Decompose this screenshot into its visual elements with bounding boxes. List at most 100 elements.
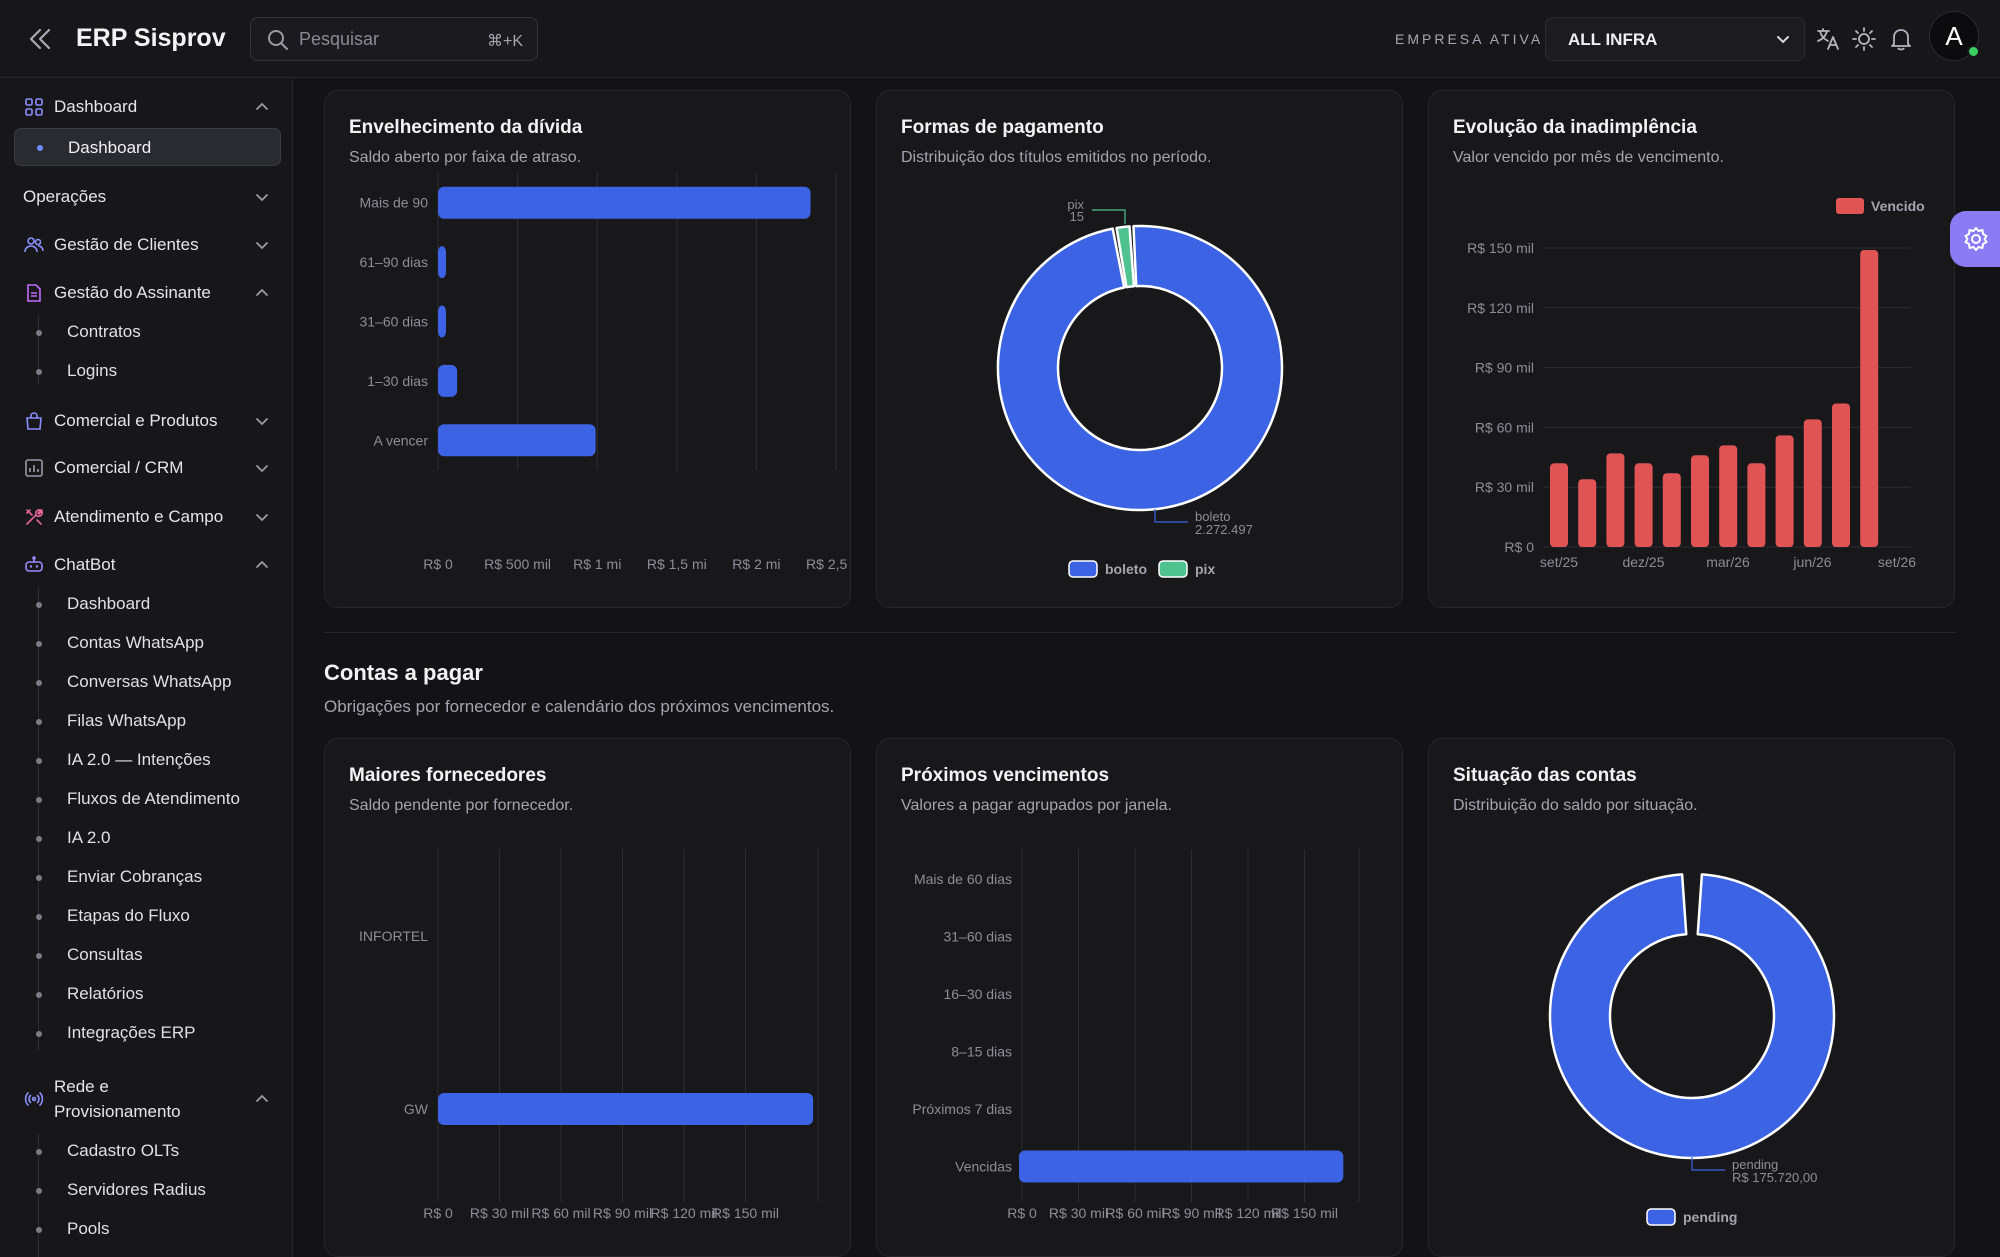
sidebar-group-label: ChatBot	[54, 555, 116, 574]
notification-bell-icon[interactable]	[1888, 26, 1914, 52]
item-bullet	[36, 719, 42, 725]
sidebar-group-atendimento-campo[interactable]: Atendimento e Campo	[14, 497, 280, 537]
card-title: Envelhecimento da dívida	[349, 117, 583, 138]
bar	[1550, 463, 1568, 547]
sidebar-item-pools[interactable]: Pools	[14, 1212, 280, 1246]
item-bullet	[36, 680, 42, 686]
section-divider	[324, 632, 1956, 633]
tools-icon	[24, 507, 44, 527]
sidebar-item-integracoes-erp[interactable]: Integrações ERP	[14, 1016, 280, 1050]
gear-icon	[1964, 227, 1988, 251]
company-select[interactable]: ALL INFRA	[1545, 17, 1805, 61]
legend-label: pix	[1195, 561, 1215, 577]
avatar[interactable]: A	[1929, 11, 1980, 61]
y-category-label: 1–30 dias	[367, 373, 428, 389]
sidebar-item-contratos[interactable]: Contratos	[14, 315, 280, 349]
y-tick-label: R$ 150 mil	[1467, 240, 1534, 256]
sidebar-item-logins[interactable]: Logins	[14, 354, 280, 388]
item-bullet	[36, 875, 42, 881]
sidebar-group-chatbot[interactable]: ChatBot	[14, 545, 280, 585]
bar	[1634, 463, 1653, 547]
item-bullet	[36, 1149, 42, 1155]
y-category-label: Mais de 60 dias	[914, 871, 1012, 887]
sidebar-group-gestao-assinante[interactable]: Gestão do Assinante	[14, 273, 280, 313]
sidebar-item-filas-whatsapp[interactable]: Filas WhatsApp	[14, 704, 280, 738]
chevron-down-icon	[254, 237, 270, 258]
slice-label: boleto	[1195, 509, 1230, 524]
sidebar-item-consultas[interactable]: Consultas	[14, 938, 280, 972]
card-subtitle: Distribuição do saldo por situação.	[1453, 797, 1698, 814]
sidebar-item-relatorios[interactable]: Relatórios	[14, 977, 280, 1011]
sidebar-item-etapas-fluxo[interactable]: Etapas do Fluxo	[14, 899, 280, 933]
item-bullet	[36, 1031, 42, 1037]
legend-label: pending	[1683, 1209, 1737, 1225]
slice-value: 2.272.497	[1195, 522, 1253, 537]
y-category-label: INFORTEL	[359, 928, 428, 944]
sidebar-item-ia-2[interactable]: IA 2.0	[14, 821, 280, 855]
item-bullet	[36, 330, 42, 336]
sidebar-item-cadastro-olts[interactable]: Cadastro OLTs	[14, 1134, 280, 1168]
sidebar-group-comercial-produtos[interactable]: Comercial e Produtos	[14, 401, 280, 441]
sidebar-item-label: Enviar Cobranças	[67, 867, 203, 886]
legend-label: boleto	[1105, 561, 1147, 577]
card-subtitle: Valor vencido por mês de vencimento.	[1453, 149, 1724, 166]
sidebar-group-dashboard[interactable]: Dashboard	[14, 87, 280, 127]
y-category-label: Mais de 90	[360, 195, 429, 211]
y-category-label: Vencidas	[955, 1159, 1012, 1175]
bar-chart-icon	[24, 458, 44, 478]
sidebar-item-dashboard-active[interactable]: Dashboard	[14, 128, 281, 166]
bar	[1662, 473, 1681, 547]
callout-line	[1691, 1157, 1725, 1171]
x-tick-label: R$ 1 mi	[573, 556, 621, 572]
sidebar-item-ia-intencoes[interactable]: IA 2.0 — Intenções	[14, 743, 280, 777]
bar	[1775, 435, 1794, 547]
tree-line	[38, 315, 39, 385]
sidebar-item-contas-whatsapp[interactable]: Contas WhatsApp	[14, 626, 280, 660]
sidebar-group-label: Operações	[23, 187, 107, 206]
sidebar-item-chatbot-dashboard[interactable]: Dashboard	[14, 587, 280, 621]
sidebar-group-comercial-crm[interactable]: Comercial / CRM	[14, 448, 280, 488]
y-category-label: GW	[404, 1101, 429, 1117]
bot-icon	[24, 555, 44, 575]
card-evolucao-inadimplencia: Evolução da inadimplência Valor vencido …	[1428, 90, 1955, 608]
x-tick-label: R$ 500 mil	[484, 556, 551, 572]
sidebar-item-enviar-cobrancas[interactable]: Enviar Cobranças	[14, 860, 280, 894]
y-category-label: 8–15 dias	[951, 1044, 1012, 1060]
sidebar-item-label: IA 2.0 — Intenções	[67, 750, 211, 769]
card-subtitle: Saldo pendente por fornecedor.	[349, 797, 574, 814]
bar	[1747, 463, 1766, 547]
x-tick-label: jun/26	[1792, 554, 1831, 570]
bar	[1691, 455, 1709, 547]
bar	[438, 246, 446, 279]
x-tick-label: mar/26	[1706, 554, 1750, 570]
x-tick-label: R$ 0	[423, 1205, 453, 1221]
item-bullet	[36, 641, 42, 647]
section-title: Contas a pagar	[324, 660, 483, 685]
sidebar-group-rede-provisionamento[interactable]: Rede e Provisionamento	[14, 1071, 280, 1127]
sidebar-item-label: Relatórios	[67, 984, 144, 1003]
donut-slice	[1548, 873, 1836, 1160]
sidebar-item-fluxos-atendimento[interactable]: Fluxos de Atendimento	[14, 782, 280, 816]
x-tick-label: R$ 0	[1007, 1205, 1037, 1221]
collapse-sidebar-icon[interactable]	[26, 26, 56, 52]
translate-icon[interactable]	[1815, 26, 1841, 52]
sidebar-group-gestao-clientes[interactable]: Gestão de Clientes	[14, 225, 280, 265]
sidebar-item-servidores-radius[interactable]: Servidores Radius	[14, 1173, 280, 1207]
theme-sun-icon[interactable]	[1851, 26, 1877, 52]
legend-swatch	[1646, 1208, 1676, 1226]
item-bullet	[36, 1188, 42, 1194]
y-tick-label: R$ 0	[1504, 539, 1534, 555]
sidebar-item-label: Integrações ERP	[67, 1023, 196, 1042]
bar	[438, 305, 446, 338]
active-bullet	[37, 145, 43, 151]
settings-gear-button[interactable]	[1950, 211, 2000, 267]
document-icon	[24, 283, 44, 303]
search-input[interactable]: Pesquisar ⌘+K	[250, 17, 538, 61]
bar	[1719, 445, 1738, 547]
item-bullet	[36, 602, 42, 608]
sidebar-item-conversas-whatsapp[interactable]: Conversas WhatsApp	[14, 665, 280, 699]
company-label: EMPRESA ATIVA	[1395, 31, 1544, 47]
y-category-label: A vencer	[374, 432, 429, 448]
sidebar-group-operacoes[interactable]: Operações	[14, 177, 280, 217]
slice-label: pix	[1067, 197, 1084, 212]
